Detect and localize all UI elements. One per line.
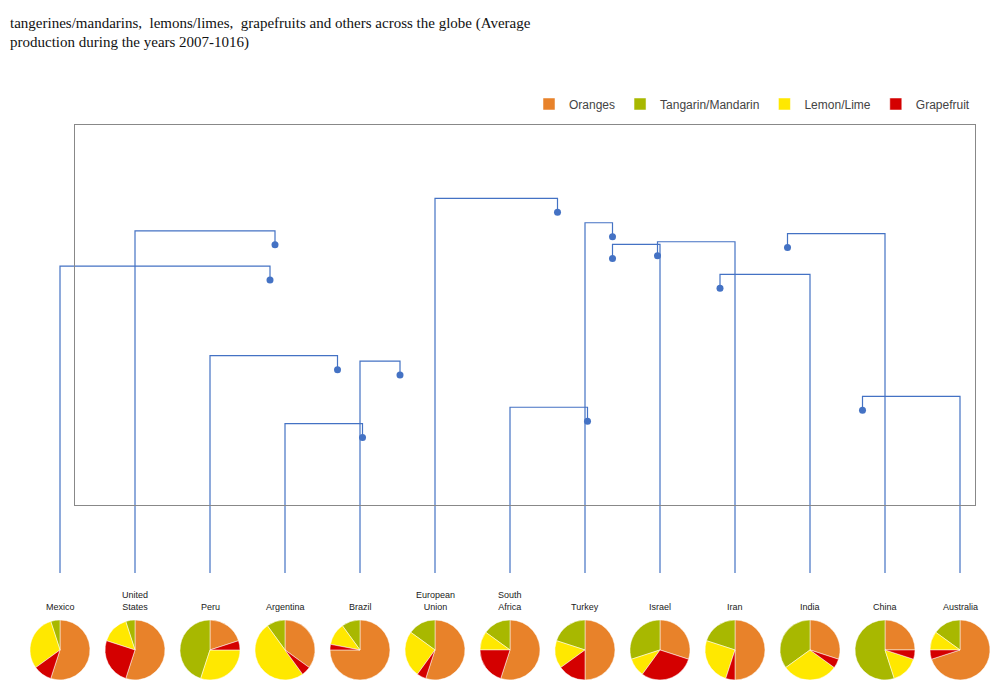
svg-text:Mexico: Mexico <box>46 602 75 612</box>
svg-text:Lemon/Lime: Lemon/Lime <box>804 98 870 112</box>
svg-text:Iran: Iran <box>727 602 743 612</box>
svg-text:SouthAfrica: SouthAfrica <box>498 590 522 612</box>
svg-text:India: India <box>800 602 820 612</box>
svg-text:Turkey: Turkey <box>571 602 599 612</box>
svg-text:Peru: Peru <box>201 602 220 612</box>
svg-text:EuropeanUnion: EuropeanUnion <box>416 590 455 612</box>
svg-text:tangerines/mandarins, lemons/: tangerines/mandarins, lemons/limes, grap… <box>10 15 531 52</box>
svg-text:UnitedStates: UnitedStates <box>122 590 148 612</box>
svg-text:Australia: Australia <box>943 602 978 612</box>
svg-text:China: China <box>873 602 897 612</box>
svg-text:Argentina: Argentina <box>266 602 305 612</box>
svg-text:Israel: Israel <box>649 602 671 612</box>
svg-text:Brazil: Brazil <box>349 602 372 612</box>
svg-text:Tangarin/Mandarin: Tangarin/Mandarin <box>660 98 759 112</box>
svg-text:Grapefruit: Grapefruit <box>916 98 970 112</box>
svg-text:Oranges: Oranges <box>569 98 615 112</box>
